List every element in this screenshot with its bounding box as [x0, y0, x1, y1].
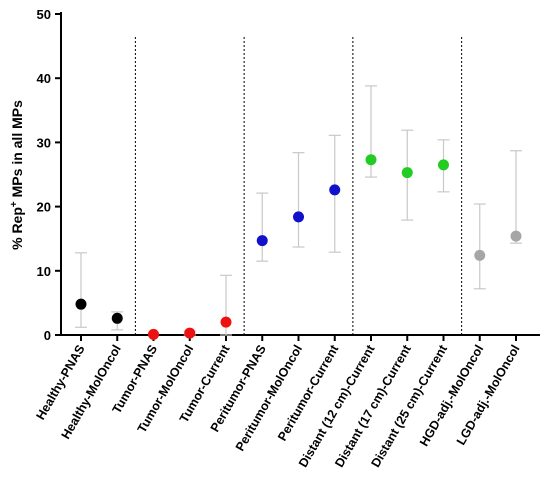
x-category-label-7: Peritumor-MolOncol [233, 343, 305, 454]
data-point-6 [256, 235, 268, 247]
data-point-12 [474, 249, 486, 261]
data-point-3 [148, 328, 159, 340]
y-tick-label-50: 50 [37, 7, 51, 22]
data-point-4 [184, 327, 196, 339]
y-axis-title-prefix: % Rep [9, 207, 25, 250]
y-tick-label-30: 30 [37, 135, 51, 150]
data-point-11 [438, 159, 449, 171]
x-category-label-12: HGD-adj.-MolOncol [417, 343, 486, 449]
y-axis-title: % Rep+ MPs in all MPs [9, 100, 26, 250]
y-tick-label-40: 40 [37, 71, 51, 86]
data-point-2 [111, 312, 123, 324]
y-tick-label-10: 10 [37, 264, 51, 279]
y-tick-label-0: 0 [44, 328, 51, 343]
data-point-1 [75, 298, 87, 310]
y-axis-title-superscript: + [9, 201, 20, 207]
data-point-7 [293, 211, 304, 223]
data-point-8 [329, 184, 341, 196]
data-point-13 [510, 230, 522, 242]
data-point-5 [220, 316, 232, 328]
y-tick-label-20: 20 [37, 200, 51, 215]
data-point-10 [401, 167, 413, 179]
data-point-9 [365, 154, 377, 166]
y-axis-title-suffix: MPs in all MPs [9, 100, 25, 201]
plot-area: 01020304050Healthy-PNASHealthy-MolOncolT… [33, 7, 540, 470]
